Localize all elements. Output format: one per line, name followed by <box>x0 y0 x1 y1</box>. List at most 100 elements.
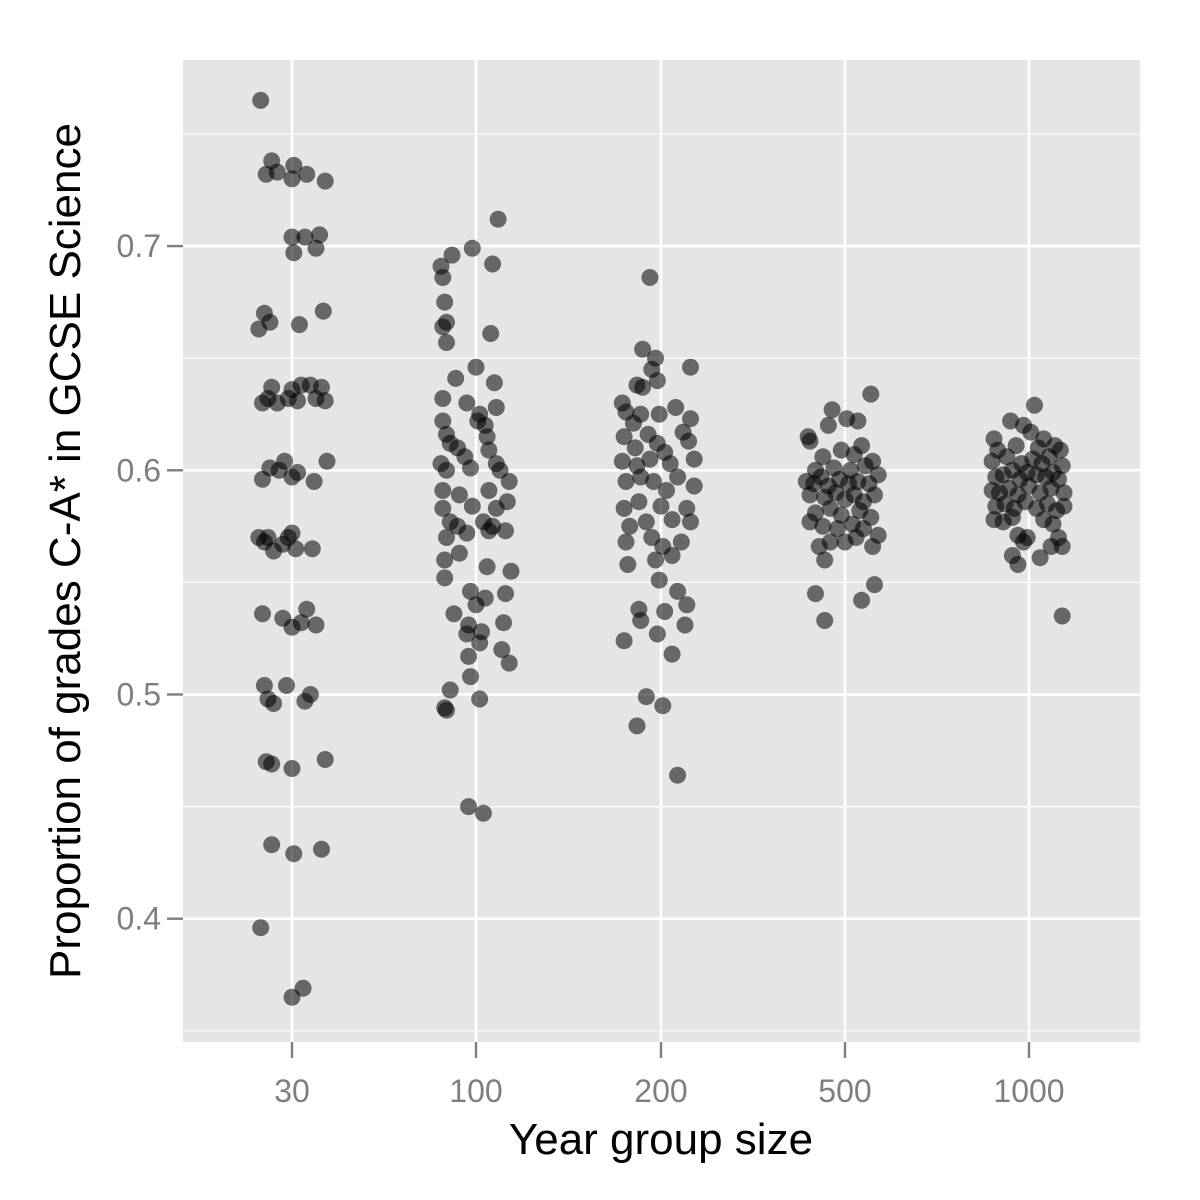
data-point <box>252 91 270 109</box>
data-point <box>682 513 699 531</box>
data-point <box>438 529 455 546</box>
data-point <box>252 919 270 937</box>
data-point <box>443 246 461 264</box>
data-point <box>263 378 281 396</box>
data-point <box>648 372 666 390</box>
data-point <box>1022 423 1040 441</box>
data-point <box>628 717 646 735</box>
data-point <box>685 450 703 468</box>
data-point <box>445 605 463 623</box>
y-tick-label: 0.7 <box>117 228 161 264</box>
data-point <box>832 441 850 459</box>
data-point <box>866 576 883 594</box>
data-point <box>853 591 871 609</box>
x-tick-label: 500 <box>818 1073 871 1109</box>
data-point <box>637 513 655 531</box>
data-point <box>1042 479 1060 497</box>
data-point <box>814 448 832 466</box>
data-point <box>1055 484 1073 502</box>
data-point <box>1040 448 1058 466</box>
data-point <box>814 517 832 535</box>
data-point <box>1053 607 1071 625</box>
data-point <box>647 551 664 569</box>
data-point <box>484 255 502 273</box>
data-point <box>458 625 476 643</box>
data-point <box>261 313 279 331</box>
data-point <box>656 603 674 620</box>
data-point <box>263 836 281 854</box>
data-point <box>667 399 685 416</box>
data-point <box>268 163 286 181</box>
data-point <box>685 477 703 495</box>
data-point <box>621 517 639 535</box>
data-point <box>648 625 666 643</box>
data-point <box>1026 396 1043 414</box>
data-point <box>458 394 476 412</box>
y-tick-label: 0.6 <box>117 452 161 488</box>
data-point <box>1003 508 1021 526</box>
data-point <box>819 416 837 434</box>
data-point <box>500 654 518 672</box>
data-point <box>478 428 496 446</box>
data-point <box>434 269 452 286</box>
data-point <box>478 558 496 576</box>
data-point <box>460 798 478 816</box>
data-point <box>301 686 319 703</box>
data-point <box>661 455 679 473</box>
data-point <box>617 473 635 490</box>
data-point <box>615 428 633 446</box>
data-point <box>626 439 644 457</box>
data-point <box>316 392 334 410</box>
data-point <box>436 293 454 311</box>
data-point <box>617 533 635 551</box>
data-point <box>1007 437 1025 455</box>
data-point <box>434 482 452 499</box>
data-point <box>436 569 454 587</box>
data-point <box>259 529 277 546</box>
data-point <box>458 524 476 542</box>
data-point <box>632 405 650 423</box>
data-point <box>845 446 863 464</box>
data-point <box>634 340 652 358</box>
data-point <box>847 529 865 546</box>
data-point <box>450 486 468 504</box>
x-tick-label: 200 <box>634 1073 687 1109</box>
data-point <box>619 556 637 573</box>
data-point <box>672 533 690 551</box>
data-point <box>502 562 520 580</box>
data-point <box>849 412 867 430</box>
data-point <box>500 473 518 490</box>
data-point <box>866 486 883 504</box>
x-tick-label: 1000 <box>993 1073 1064 1109</box>
data-point <box>676 616 694 634</box>
data-point <box>285 845 303 863</box>
data-point <box>1009 556 1027 573</box>
data-point <box>613 452 631 470</box>
data-point <box>480 441 498 459</box>
data-point <box>634 378 652 396</box>
data-point <box>801 432 819 450</box>
y-axis-title: Proportion of grades C-A* in GCSE Scienc… <box>41 123 90 979</box>
data-point <box>678 596 696 614</box>
data-point <box>463 239 481 257</box>
data-point <box>316 751 334 768</box>
data-point <box>313 840 330 858</box>
data-point <box>474 804 492 822</box>
data-point <box>289 392 306 410</box>
data-point <box>471 690 489 708</box>
data-point <box>823 401 841 419</box>
data-point <box>632 468 650 486</box>
data-point <box>278 677 295 694</box>
data-point <box>311 226 329 244</box>
data-point <box>285 156 303 174</box>
data-point <box>663 511 681 529</box>
data-point <box>434 318 452 336</box>
data-point <box>489 210 507 228</box>
y-tick-label: 0.5 <box>117 676 161 712</box>
data-point <box>285 244 303 262</box>
data-point <box>654 697 672 715</box>
data-point <box>801 513 819 531</box>
data-point <box>652 497 670 515</box>
data-point <box>641 269 659 286</box>
data-point <box>289 464 306 481</box>
